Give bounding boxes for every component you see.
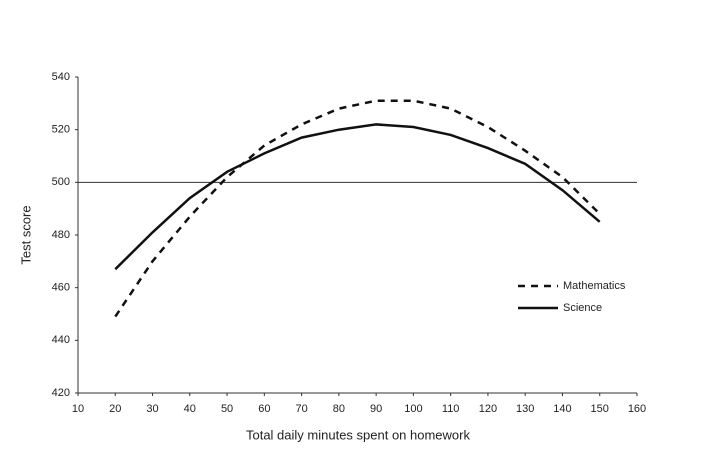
x-tick-label: 130 — [516, 403, 534, 415]
y-tick-label: 440 — [52, 334, 70, 346]
y-axis-title: Test score — [18, 205, 33, 264]
x-tick-label: 60 — [258, 403, 270, 415]
x-tick-label: 80 — [333, 403, 345, 415]
x-tick-label: 110 — [442, 403, 460, 415]
x-tick-label: 150 — [591, 403, 609, 415]
x-tick-label: 30 — [146, 403, 158, 415]
y-tick-label: 480 — [52, 229, 70, 241]
y-tick-label: 500 — [52, 176, 70, 188]
x-tick-label: 20 — [109, 403, 121, 415]
x-tick-label: 50 — [221, 403, 233, 415]
legend-label: Science — [563, 302, 602, 314]
y-tick-label: 420 — [52, 387, 70, 399]
x-axis-title: Total daily minutes spent on homework — [246, 427, 471, 442]
x-tick-label: 10 — [72, 403, 84, 415]
series-line — [114, 99, 601, 318]
x-tick-label: 140 — [553, 403, 571, 415]
x-tick-label: 40 — [184, 403, 196, 415]
series-line — [114, 123, 601, 271]
legend-label: Mathematics — [563, 280, 626, 292]
x-tick-label: 120 — [479, 403, 497, 415]
y-tick-label: 460 — [52, 282, 70, 294]
x-tick-label: 160 — [628, 403, 646, 415]
x-tick-label: 90 — [370, 403, 382, 415]
x-tick-label: 100 — [404, 403, 422, 415]
y-tick-label: 540 — [52, 71, 70, 83]
y-tick-label: 520 — [52, 124, 70, 136]
x-tick-label: 70 — [295, 403, 307, 415]
